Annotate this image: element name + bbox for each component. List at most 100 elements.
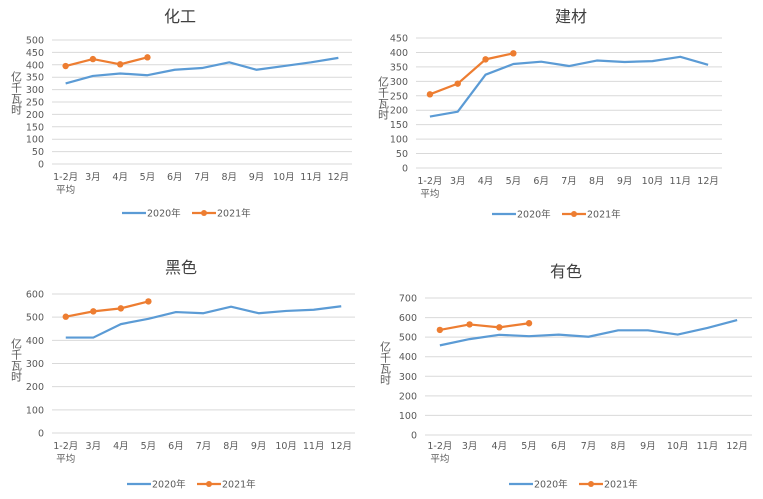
x-tick-label: 12月 bbox=[726, 441, 748, 452]
x-tick-label: 8月 bbox=[221, 172, 237, 183]
y-tick-label: 100 bbox=[390, 135, 408, 146]
y-tick-label: 600 bbox=[399, 313, 417, 324]
series-line-2021年 bbox=[439, 322, 530, 331]
y-tick-label: 200 bbox=[26, 382, 44, 393]
series-line-2020年 bbox=[65, 305, 342, 339]
x-tick-label: 6月 bbox=[167, 172, 183, 183]
x-tick-label: 12月 bbox=[330, 441, 352, 452]
y-tick-label: 300 bbox=[26, 359, 44, 370]
y-tick-label: 250 bbox=[26, 98, 44, 109]
data-point bbox=[89, 55, 97, 63]
y-tick-label: 200 bbox=[26, 110, 44, 121]
legend-label: 2021年 bbox=[587, 209, 621, 221]
data-point bbox=[482, 56, 489, 63]
y-tick-label: 0 bbox=[38, 160, 44, 171]
y-tick-label: 500 bbox=[26, 313, 44, 324]
y-tick-label: 700 bbox=[399, 294, 417, 305]
x-tick-label: 10月 bbox=[275, 441, 297, 452]
legend-label: 2021年 bbox=[604, 479, 638, 491]
y-tick-label: 500 bbox=[399, 333, 417, 344]
y-tick-label: 300 bbox=[26, 85, 44, 96]
x-tick-label: 4月 bbox=[492, 441, 508, 452]
x-tick-label: 10月 bbox=[667, 441, 689, 452]
x-tick-label: 5月 bbox=[521, 441, 537, 452]
series-line-2020年 bbox=[439, 319, 738, 347]
y-tick-label: 0 bbox=[402, 164, 408, 175]
y-tick-label: 100 bbox=[26, 135, 44, 146]
legend-label: 2020年 bbox=[517, 209, 551, 221]
data-point bbox=[144, 54, 151, 61]
x-tick-label: 3月 bbox=[86, 441, 102, 452]
data-point bbox=[62, 313, 69, 320]
chart-title: 黑色 bbox=[165, 258, 197, 277]
data-point bbox=[436, 326, 444, 334]
y-tick-label: 150 bbox=[26, 122, 44, 133]
x-tick-label: 7月 bbox=[581, 441, 597, 452]
x-tick-label: 6月 bbox=[533, 176, 549, 187]
y-axis-label: 亿千瓦时 bbox=[10, 71, 23, 115]
y-tick-label: 300 bbox=[390, 77, 408, 88]
x-tick-label: 5月 bbox=[140, 172, 156, 183]
data-point bbox=[117, 305, 125, 312]
x-tick-label: 4月 bbox=[478, 176, 494, 187]
x-tick-label: 9月 bbox=[640, 441, 656, 452]
y-tick-label: 450 bbox=[26, 48, 44, 59]
y-axis-label: 亿千瓦时 bbox=[10, 338, 23, 382]
y-tick-label: 0 bbox=[411, 431, 417, 442]
y-tick-label: 500 bbox=[26, 36, 44, 47]
legend-marker bbox=[206, 481, 212, 487]
x-tick-label: 6月 bbox=[168, 441, 184, 452]
y-tick-label: 150 bbox=[390, 120, 408, 131]
x-tick-label: 11月 bbox=[697, 441, 719, 452]
data-point bbox=[454, 80, 461, 87]
legend-label: 2020年 bbox=[534, 479, 568, 491]
y-tick-label: 250 bbox=[390, 91, 408, 102]
y-tick-label: 400 bbox=[399, 352, 417, 363]
y-tick-label: 100 bbox=[399, 411, 417, 422]
x-tick-label: 1-2月平均 bbox=[417, 176, 442, 200]
series-line-2021年 bbox=[65, 300, 149, 318]
x-tick-label: 9月 bbox=[249, 172, 265, 183]
y-tick-label: 300 bbox=[399, 372, 417, 383]
data-point bbox=[426, 91, 434, 98]
x-tick-label: 8月 bbox=[610, 441, 626, 452]
legend-label: 2020年 bbox=[147, 208, 181, 220]
x-tick-label: 9月 bbox=[617, 176, 633, 187]
x-tick-label: 4月 bbox=[112, 172, 128, 183]
y-tick-label: 50 bbox=[32, 147, 44, 158]
x-tick-label: 7月 bbox=[561, 176, 577, 187]
legend-label: 2021年 bbox=[222, 479, 256, 491]
x-tick-label: 10月 bbox=[642, 176, 664, 187]
x-tick-label: 1-2月平均 bbox=[53, 441, 78, 465]
data-point bbox=[466, 321, 473, 328]
x-tick-label: 9月 bbox=[251, 441, 267, 452]
y-tick-label: 50 bbox=[396, 149, 408, 160]
data-point bbox=[62, 62, 69, 70]
legend-label: 2021年 bbox=[217, 208, 251, 220]
series-line-2020年 bbox=[65, 56, 339, 85]
y-tick-label: 200 bbox=[390, 106, 408, 117]
y-axis-label: 亿千瓦时 bbox=[379, 341, 392, 385]
x-tick-label: 11月 bbox=[669, 176, 691, 187]
series-line-2021年 bbox=[65, 56, 148, 68]
x-tick-label: 8月 bbox=[223, 441, 239, 452]
y-tick-label: 100 bbox=[26, 405, 44, 416]
y-tick-label: 350 bbox=[390, 62, 408, 73]
y-tick-label: 400 bbox=[26, 336, 44, 347]
x-tick-label: 7月 bbox=[196, 441, 212, 452]
data-point bbox=[510, 50, 517, 57]
y-tick-label: 350 bbox=[26, 73, 44, 84]
y-tick-label: 600 bbox=[26, 290, 44, 301]
x-tick-label: 12月 bbox=[697, 176, 719, 187]
y-tick-label: 450 bbox=[390, 34, 408, 45]
y-tick-label: 200 bbox=[399, 391, 417, 402]
y-tick-label: 0 bbox=[38, 429, 44, 440]
x-tick-label: 8月 bbox=[589, 176, 605, 187]
y-axis-label: 亿千瓦时 bbox=[377, 76, 390, 120]
x-tick-label: 3月 bbox=[450, 176, 466, 187]
x-tick-label: 1-2月平均 bbox=[427, 441, 452, 465]
legend-label: 2020年 bbox=[152, 479, 186, 491]
legend-marker bbox=[588, 481, 594, 487]
